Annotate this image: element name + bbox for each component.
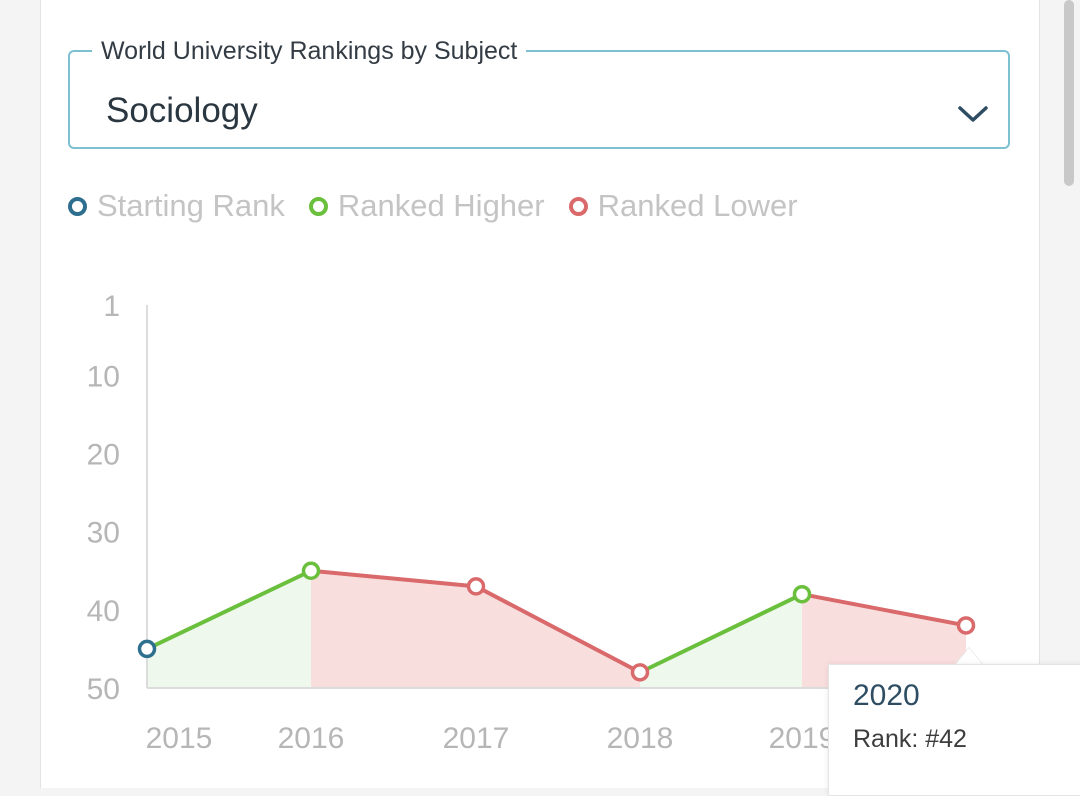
- data-point: [137, 639, 157, 659]
- data-point: [792, 584, 812, 604]
- y-tick-label: 1: [103, 290, 120, 323]
- area-segment: [147, 570, 311, 688]
- x-tick-label: 2018: [607, 722, 674, 755]
- legend-ranked-lower[interactable]: Ranked Lower: [568, 188, 798, 224]
- legend-marker-lower: [568, 196, 588, 216]
- legend-ranked-higher[interactable]: Ranked Higher: [308, 188, 545, 224]
- data-point: [956, 616, 976, 635]
- x-tick-label: 2016: [278, 722, 345, 755]
- subject-select[interactable]: World University Rankings by Subject Soc…: [68, 37, 1010, 149]
- area-segment: [311, 570, 476, 688]
- legend-marker-higher: [308, 196, 328, 216]
- legend-starting-rank[interactable]: Starting Rank: [68, 188, 285, 224]
- y-tick-label: 10: [87, 360, 120, 393]
- rank-chart: 1 10 20 30 40 50 2015 2016 2017 2018 2019 2020: [87, 290, 1000, 755]
- legend-marker-starting: [68, 196, 87, 216]
- series-line-segment: [309, 568, 478, 589]
- tooltip-caret: [955, 648, 983, 665]
- legend-label-starting: Starting Rank: [97, 188, 285, 223]
- tooltip-year: 2020: [853, 679, 920, 712]
- y-tick-label: 40: [87, 595, 120, 628]
- y-tick-label: 50: [87, 673, 120, 706]
- subject-select-label: World University Rankings by Subject: [101, 37, 518, 65]
- series-line-segment: [145, 568, 313, 651]
- x-tick-label: 2019: [769, 722, 836, 755]
- legend-label-higher: Ranked Higher: [337, 188, 545, 223]
- x-tick-label: 2017: [443, 722, 510, 755]
- chart-legend: Starting Rank Ranked Higher Ranked Lower: [68, 188, 822, 224]
- area-segment: [476, 586, 640, 688]
- y-tick-label: 30: [87, 517, 120, 550]
- subject-select-value: Sociology: [106, 91, 258, 130]
- data-point: [466, 577, 486, 596]
- area-segment: [640, 594, 802, 688]
- legend-label-lower: Ranked Lower: [597, 188, 798, 223]
- series-line-segment: [800, 592, 968, 628]
- series-line-segment: [638, 592, 804, 675]
- chevron-down-icon[interactable]: [956, 103, 990, 125]
- x-tick-label: 2015: [146, 722, 213, 755]
- series-line-segment: [474, 584, 642, 675]
- tooltip-rank: Rank: #42: [853, 725, 967, 753]
- y-tick-label: 20: [87, 439, 120, 472]
- data-point: [630, 663, 650, 682]
- data-point: [301, 561, 321, 581]
- scrollbar[interactable]: [1064, 0, 1074, 186]
- rank-tooltip: 2020 Rank: #42: [828, 664, 1080, 796]
